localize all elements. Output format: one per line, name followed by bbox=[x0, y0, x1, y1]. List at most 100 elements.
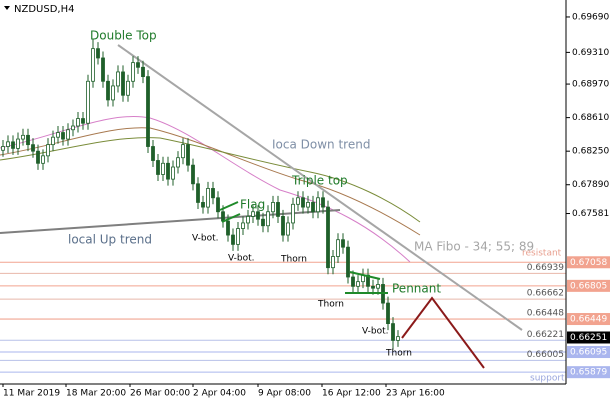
candle-body bbox=[371, 285, 375, 289]
candle-body bbox=[26, 134, 30, 146]
candle-body bbox=[171, 166, 175, 180]
candle-body bbox=[256, 211, 260, 220]
chart-title: NZDUSD,H4 bbox=[14, 4, 74, 15]
candle-body bbox=[251, 211, 255, 217]
annotation: Flag bbox=[240, 198, 265, 212]
levels: 0.66939 0.66662 0.66448 0.66221 0.66005 bbox=[0, 261, 566, 373]
candle-body bbox=[206, 188, 210, 208]
candle-body bbox=[131, 62, 135, 82]
candle-body bbox=[61, 132, 65, 140]
candle-body bbox=[326, 206, 330, 269]
candle-body bbox=[156, 160, 160, 175]
axis: 0.69690 0.69310 0.68970 0.68610 0.68250 0.678… bbox=[2, 12, 610, 399]
level-box-label: 0.66449 bbox=[570, 315, 607, 325]
candle-body bbox=[346, 246, 350, 278]
candle-body bbox=[36, 150, 40, 164]
candle-body bbox=[11, 141, 15, 149]
candle-body bbox=[291, 203, 295, 224]
candle-body bbox=[366, 274, 370, 287]
level-box-label: 0.66805 bbox=[570, 281, 607, 291]
candle-body bbox=[1, 146, 5, 151]
annotation: Thorn bbox=[317, 300, 344, 310]
candle-body bbox=[331, 256, 335, 269]
level-box-label: 0.66095 bbox=[570, 348, 607, 358]
flag-line bbox=[219, 201, 239, 211]
y-tick-label: 0.69310 bbox=[572, 48, 609, 58]
annotation: Pennant bbox=[392, 282, 441, 296]
level-box bbox=[567, 346, 610, 359]
level-box bbox=[567, 366, 610, 379]
candle-body bbox=[76, 118, 80, 127]
level-box-label: 0.65879 bbox=[570, 368, 607, 378]
candle-body bbox=[121, 71, 125, 96]
flag-line bbox=[221, 213, 241, 223]
candle-body bbox=[101, 57, 105, 82]
y-tick-label: 0.69690 bbox=[572, 12, 609, 22]
candle-body bbox=[191, 164, 195, 185]
annotation: Double Top bbox=[90, 29, 157, 43]
level-label: 0.66448 bbox=[527, 309, 564, 319]
candle-body bbox=[356, 281, 360, 287]
candle-body bbox=[81, 118, 85, 124]
level-box bbox=[567, 331, 610, 344]
candle-body bbox=[266, 211, 270, 227]
candle-body bbox=[241, 222, 245, 229]
candle-body bbox=[231, 234, 235, 245]
candle-body bbox=[96, 48, 100, 59]
candle-body bbox=[196, 183, 200, 203]
candle-body bbox=[391, 323, 395, 341]
candle-body bbox=[376, 284, 380, 289]
candle-body bbox=[261, 218, 265, 227]
level-label: 0.66939 bbox=[527, 263, 564, 273]
candle-body bbox=[111, 85, 115, 101]
candle-body bbox=[31, 144, 35, 152]
annotation: resistant bbox=[522, 249, 562, 259]
annotation: V-bot. bbox=[362, 327, 389, 337]
candle-body bbox=[106, 80, 110, 101]
candle-body bbox=[91, 48, 95, 82]
x-tick-label: 9 Apr 08:00 bbox=[258, 389, 311, 399]
annotation: Thorn bbox=[385, 349, 412, 359]
candle-body bbox=[46, 144, 50, 157]
candle-body bbox=[221, 211, 225, 222]
candle-body bbox=[151, 146, 155, 161]
x-tick-label: 26 Mar 00:00 bbox=[130, 389, 190, 399]
y-tick-label: 0.67581 bbox=[572, 209, 609, 219]
x-tick-label: 18 Mar 20:00 bbox=[66, 389, 126, 399]
candle-body bbox=[201, 202, 205, 208]
candle-body bbox=[141, 66, 145, 78]
candle-body bbox=[226, 220, 230, 236]
menu-arrow[interactable] bbox=[4, 6, 10, 10]
candle-body bbox=[41, 155, 45, 164]
candle-body bbox=[176, 157, 180, 168]
level-box bbox=[567, 256, 610, 269]
level-label: 0.66662 bbox=[527, 289, 564, 299]
annotation: MA Fibo - 34; 55; 89 bbox=[414, 240, 534, 254]
candle-body bbox=[211, 188, 215, 199]
candle-body bbox=[6, 141, 10, 147]
candle-body bbox=[126, 80, 130, 96]
level-label: 0.66221 bbox=[527, 330, 564, 340]
annotation: V-bot. bbox=[228, 254, 255, 264]
candle-body bbox=[216, 197, 220, 213]
level-box-label: 0.67058 bbox=[570, 258, 607, 268]
y-tick-label: 0.68970 bbox=[572, 80, 609, 90]
candle-body bbox=[336, 239, 340, 257]
candle-body bbox=[341, 239, 345, 248]
x-tick-label: 23 Apr 16:00 bbox=[386, 389, 445, 399]
level-label: 0.66005 bbox=[527, 350, 564, 360]
annotation: support bbox=[530, 374, 565, 384]
x-tick-label: 11 Mar 2019 bbox=[3, 389, 60, 399]
candle-body bbox=[396, 336, 400, 341]
x-tick-label: 2 Apr 04:00 bbox=[193, 389, 246, 399]
candle-body bbox=[296, 197, 300, 205]
candle-body bbox=[136, 62, 140, 68]
annotation: Thorn bbox=[280, 255, 307, 265]
candle-body bbox=[286, 222, 290, 236]
level-box-label: 0.66251 bbox=[570, 333, 607, 343]
level-box bbox=[567, 313, 610, 326]
annotation: Ioca Down trend bbox=[272, 138, 370, 152]
pennant-line bbox=[349, 271, 381, 280]
candle-body bbox=[236, 228, 240, 245]
